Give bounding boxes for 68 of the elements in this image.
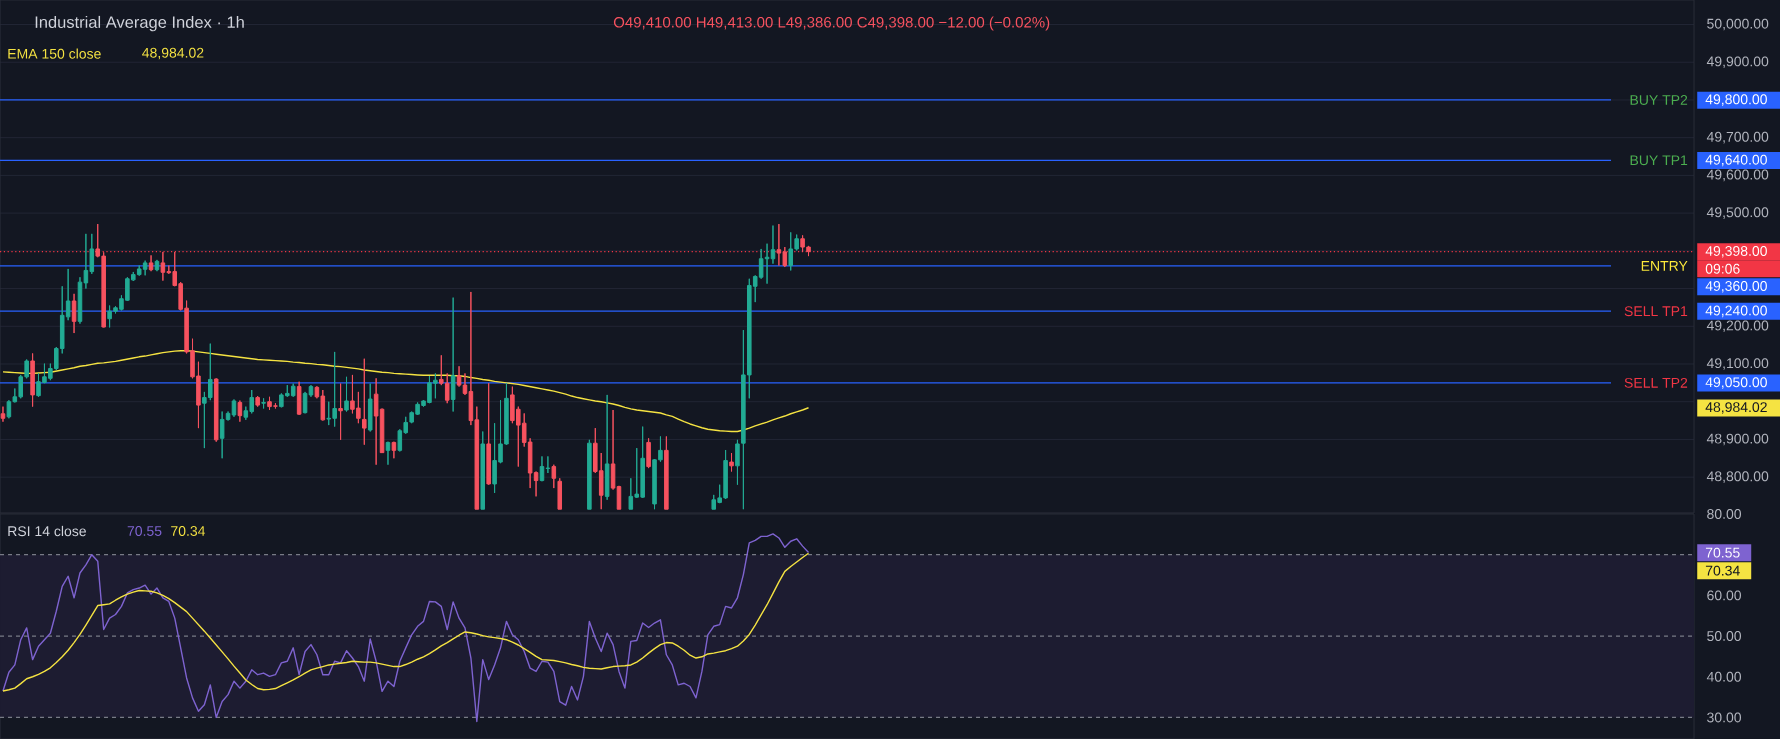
- candlestick: [486, 382, 491, 486]
- candlestick: [344, 376, 349, 413]
- annotation: 70.34: [171, 526, 206, 536]
- text: 48,984.02: [1705, 402, 1767, 414]
- text: RSI 14 close: [8, 525, 86, 537]
- y-tick-label: 30.00: [1707, 712, 1742, 723]
- candlestick: [587, 439, 592, 510]
- text: 49,640.00: [1705, 154, 1767, 167]
- candlestick: [604, 394, 610, 501]
- ref-line-label: BUY TP1: [1630, 155, 1688, 166]
- y-tick-label: 49,700.00: [1706, 131, 1769, 144]
- candlestick: [551, 464, 557, 489]
- candlestick: [338, 383, 343, 441]
- candlestick: [261, 397, 266, 409]
- text: Industrial Average Index · 1h: [35, 15, 244, 32]
- y-tick-label: 48,900.00: [1706, 433, 1769, 446]
- text: 49,360.00: [1705, 280, 1767, 293]
- candlestick: [296, 381, 302, 416]
- candlestick: [30, 352, 35, 408]
- candlestick: [255, 395, 260, 408]
- y-tick-label: 40.00: [1706, 671, 1742, 682]
- candlestick: [154, 259, 160, 272]
- annotation: 70.55: [127, 526, 162, 536]
- candlestick: [480, 431, 486, 510]
- candlestick: [148, 254, 154, 272]
- y-tick-label: 49,100.00: [1706, 358, 1769, 370]
- text: EMA 150 close: [8, 48, 101, 59]
- candlestick: [367, 383, 373, 432]
- y-tick-label: 50,000.00: [1707, 18, 1769, 31]
- y-tick-label: 49,200.00: [1706, 320, 1769, 333]
- candlestick: [450, 297, 456, 413]
- text: 09:06: [1705, 263, 1740, 274]
- candlestick: [71, 293, 77, 334]
- candlestick: [610, 409, 616, 491]
- text: O49,410.00 H49,413.00 L49,386.00 C49,398.00 −12.00 (−0.02%): [613, 16, 1050, 31]
- candlestick: [616, 485, 622, 510]
- annotation: 48,984.02: [142, 47, 204, 60]
- candlestick: [308, 384, 314, 398]
- candlestick: [664, 435, 669, 510]
- text: 49,240.00: [1705, 305, 1767, 318]
- text: 70.55: [1705, 547, 1740, 558]
- candlestick: [770, 225, 776, 265]
- y-tick-label: 50.00: [1707, 631, 1742, 641]
- candlestick: [213, 377, 219, 443]
- candlestick: [231, 398, 237, 418]
- y-tick-label: 49,600.00: [1706, 169, 1769, 182]
- ref-line-label: SELL TP2: [1624, 377, 1688, 388]
- text: 70.34: [1705, 565, 1740, 576]
- y-tick-label: 49,500.00: [1706, 207, 1769, 219]
- ref-line-label: SELL TP1: [1624, 306, 1688, 317]
- ref-line-label: BUY TP2: [1630, 94, 1688, 105]
- candlestick: [385, 441, 391, 466]
- candlestick: [729, 452, 734, 472]
- y-tick-label: 49,900.00: [1706, 56, 1769, 69]
- candlestick: [646, 437, 651, 469]
- text: 49,800.00: [1705, 94, 1767, 106]
- candlestick: [362, 358, 367, 446]
- y-tick-label: 60.00: [1707, 590, 1742, 601]
- ref-line-label: ENTRY: [1641, 261, 1688, 271]
- candlestick: [237, 400, 243, 423]
- text: 49,050.00: [1705, 377, 1767, 389]
- y-tick-label: 80.00: [1707, 509, 1742, 519]
- candlestick: [557, 477, 563, 510]
- candlestick: [456, 365, 462, 388]
- candlestick: [0, 406, 6, 423]
- ref-line-label: 49,398.00: [1705, 245, 1767, 258]
- candlestick: [391, 441, 397, 459]
- y-tick-label: 48,800.00: [1706, 471, 1769, 483]
